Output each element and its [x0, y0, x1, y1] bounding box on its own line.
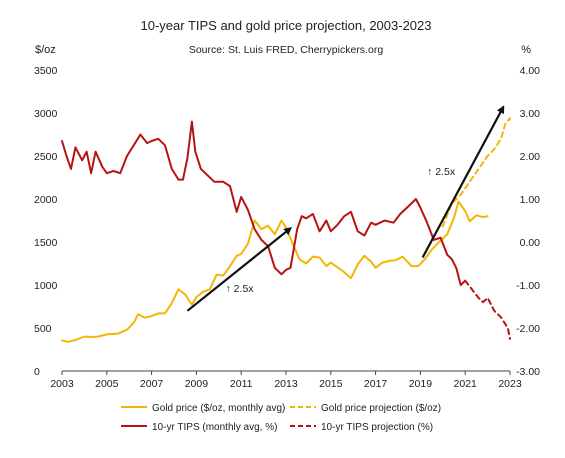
- y-right-tick-label: 4.00: [520, 65, 541, 77]
- legend-label-1: Gold price projection ($/oz): [321, 403, 441, 414]
- y-left-tick-label: 2500: [34, 151, 58, 163]
- x-tick-label: 2017: [364, 378, 388, 390]
- y-right-tick-label: 1.00: [520, 194, 541, 206]
- series-line-3: [464, 279, 511, 340]
- x-tick-label: 2005: [95, 378, 119, 390]
- x-tick-label: 2013: [274, 378, 298, 390]
- y-right-tick-label: 0.00: [520, 237, 541, 249]
- x-tick-label: 2007: [140, 378, 164, 390]
- right-axis-unit: %: [521, 44, 531, 56]
- x-tick-label: 2023: [498, 378, 522, 390]
- trend-arrow-1: [421, 105, 505, 258]
- y-right-tick-label: 2.00: [520, 151, 541, 163]
- x-tick-label: 2009: [185, 378, 209, 390]
- y-left-tick-label: 3500: [34, 65, 58, 77]
- y-left-tick-label: 0: [34, 366, 40, 378]
- left-axis-unit: $/oz: [35, 44, 56, 56]
- series-line-1: [441, 117, 511, 228]
- y-right-tick-label: 3.00: [520, 108, 541, 120]
- chart-subtitle: Source: St. Luis FRED, Cherrypickers.org: [189, 44, 383, 56]
- trend-arrow-0: [186, 226, 293, 312]
- x-tick-label: 2003: [50, 378, 74, 390]
- y-right-tick-label: -2.00: [516, 323, 540, 335]
- y-left-tick-label: 3000: [34, 108, 58, 120]
- annotation-label-1: ↑ 2.5x: [427, 166, 456, 178]
- annotation-label-0: ↑ 2.5x: [226, 283, 255, 295]
- legend-label-0: Gold price ($/oz, monthly avg): [152, 403, 285, 414]
- y-left-tick-label: 1500: [34, 237, 58, 249]
- legend-label-3: 10-yr TIPS projection (%): [321, 422, 433, 433]
- chart-title: 10-year TIPS and gold price projection, …: [140, 18, 431, 33]
- series-line-0: [61, 200, 489, 343]
- y-left-tick-label: 1000: [34, 280, 58, 292]
- y-right-tick-label: -3.00: [516, 366, 540, 378]
- legend-label-2: 10-yr TIPS (monthly avg, %): [152, 422, 277, 433]
- x-tick-label: 2021: [454, 378, 478, 390]
- series-line-2: [61, 120, 467, 286]
- x-tick-label: 2019: [409, 378, 433, 390]
- y-left-tick-label: 500: [34, 323, 52, 335]
- y-left-tick-label: 2000: [34, 194, 58, 206]
- x-tick-label: 2011: [230, 378, 253, 390]
- y-right-tick-label: -1.00: [516, 280, 540, 292]
- x-tick-label: 2015: [319, 378, 343, 390]
